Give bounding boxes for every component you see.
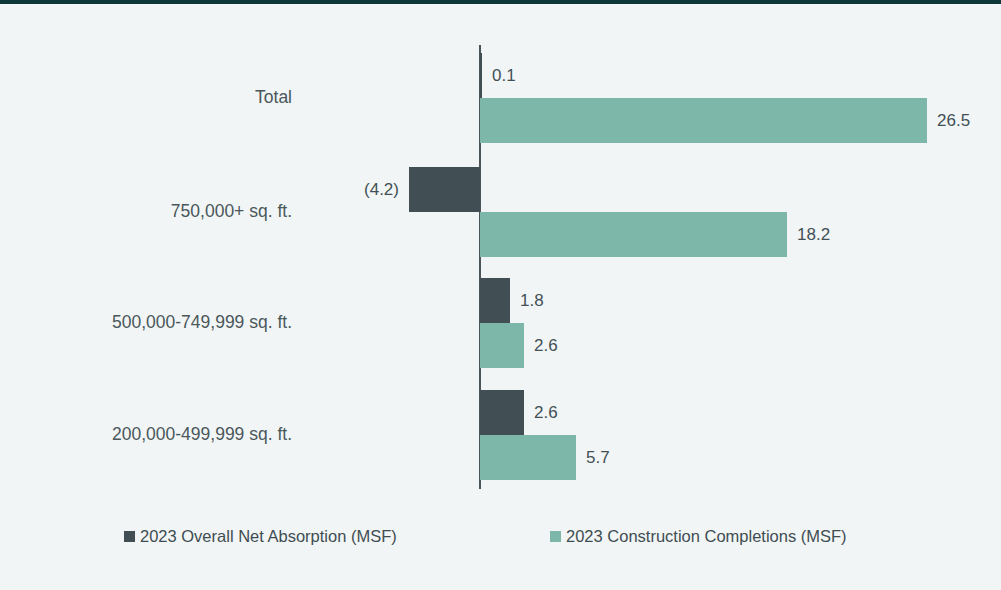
net-absorption-value-label: (4.2) [199, 167, 399, 212]
net-absorption-bar [480, 53, 482, 98]
net-absorption-value-label: 1.8 [520, 278, 544, 323]
completions-value-label: 26.5 [937, 98, 970, 143]
completions-bar [480, 435, 576, 480]
net-absorption-bar [409, 167, 480, 212]
legend-item-net-absorption: 2023 Overall Net Absorption (MSF) [124, 524, 397, 548]
construction-completions-swatch-icon [550, 531, 561, 542]
legend: 2023 Overall Net Absorption (MSF) 2023 C… [0, 524, 1001, 548]
legend-label-construction-completions: 2023 Construction Completions (MSF) [566, 527, 847, 546]
net-absorption-bar [480, 278, 510, 323]
net-absorption-swatch-icon [124, 531, 135, 542]
net-absorption-value-label: 2.6 [534, 390, 558, 435]
net-absorption-value-label: 0.1 [492, 53, 516, 98]
plot-area: Total0.126.5750,000+ sq. ft.(4.2)18.2500… [0, 0, 1001, 510]
completions-bar [480, 212, 787, 257]
completions-value-label: 18.2 [797, 212, 830, 257]
net-absorption-bar [480, 390, 524, 435]
category-label: Total [60, 87, 292, 108]
chart-page: Total0.126.5750,000+ sq. ft.(4.2)18.2500… [0, 0, 1001, 590]
category-label: 500,000-749,999 sq. ft. [60, 312, 292, 333]
category-label: 200,000-499,999 sq. ft. [60, 424, 292, 445]
completions-bar [480, 98, 927, 143]
legend-label-net-absorption: 2023 Overall Net Absorption (MSF) [140, 527, 397, 546]
completions-value-label: 5.7 [586, 435, 610, 480]
completions-value-label: 2.6 [534, 323, 558, 368]
legend-item-construction-completions: 2023 Construction Completions (MSF) [550, 524, 847, 548]
completions-bar [480, 323, 524, 368]
